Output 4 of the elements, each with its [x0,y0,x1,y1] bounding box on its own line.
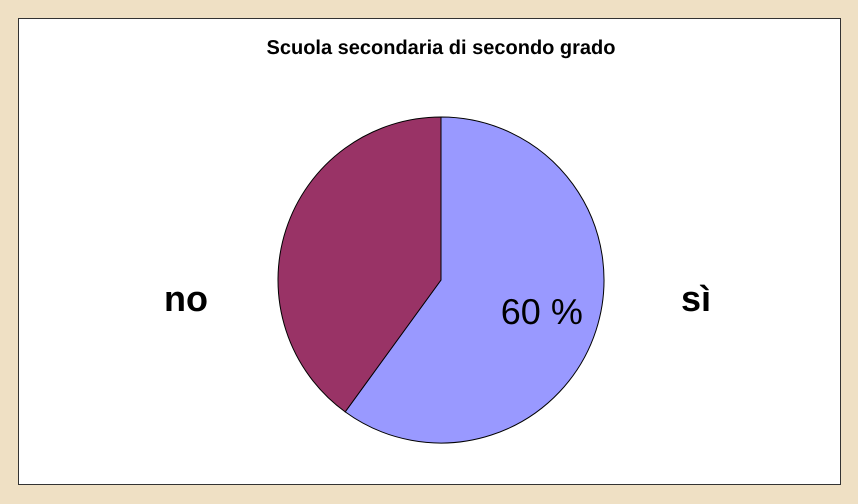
data-label: 60 % [500,290,583,332]
chart-title: Scuola secondaria di secondo grado [266,37,616,59]
slice-label: sì [680,278,712,319]
slice-label: no [164,278,208,319]
